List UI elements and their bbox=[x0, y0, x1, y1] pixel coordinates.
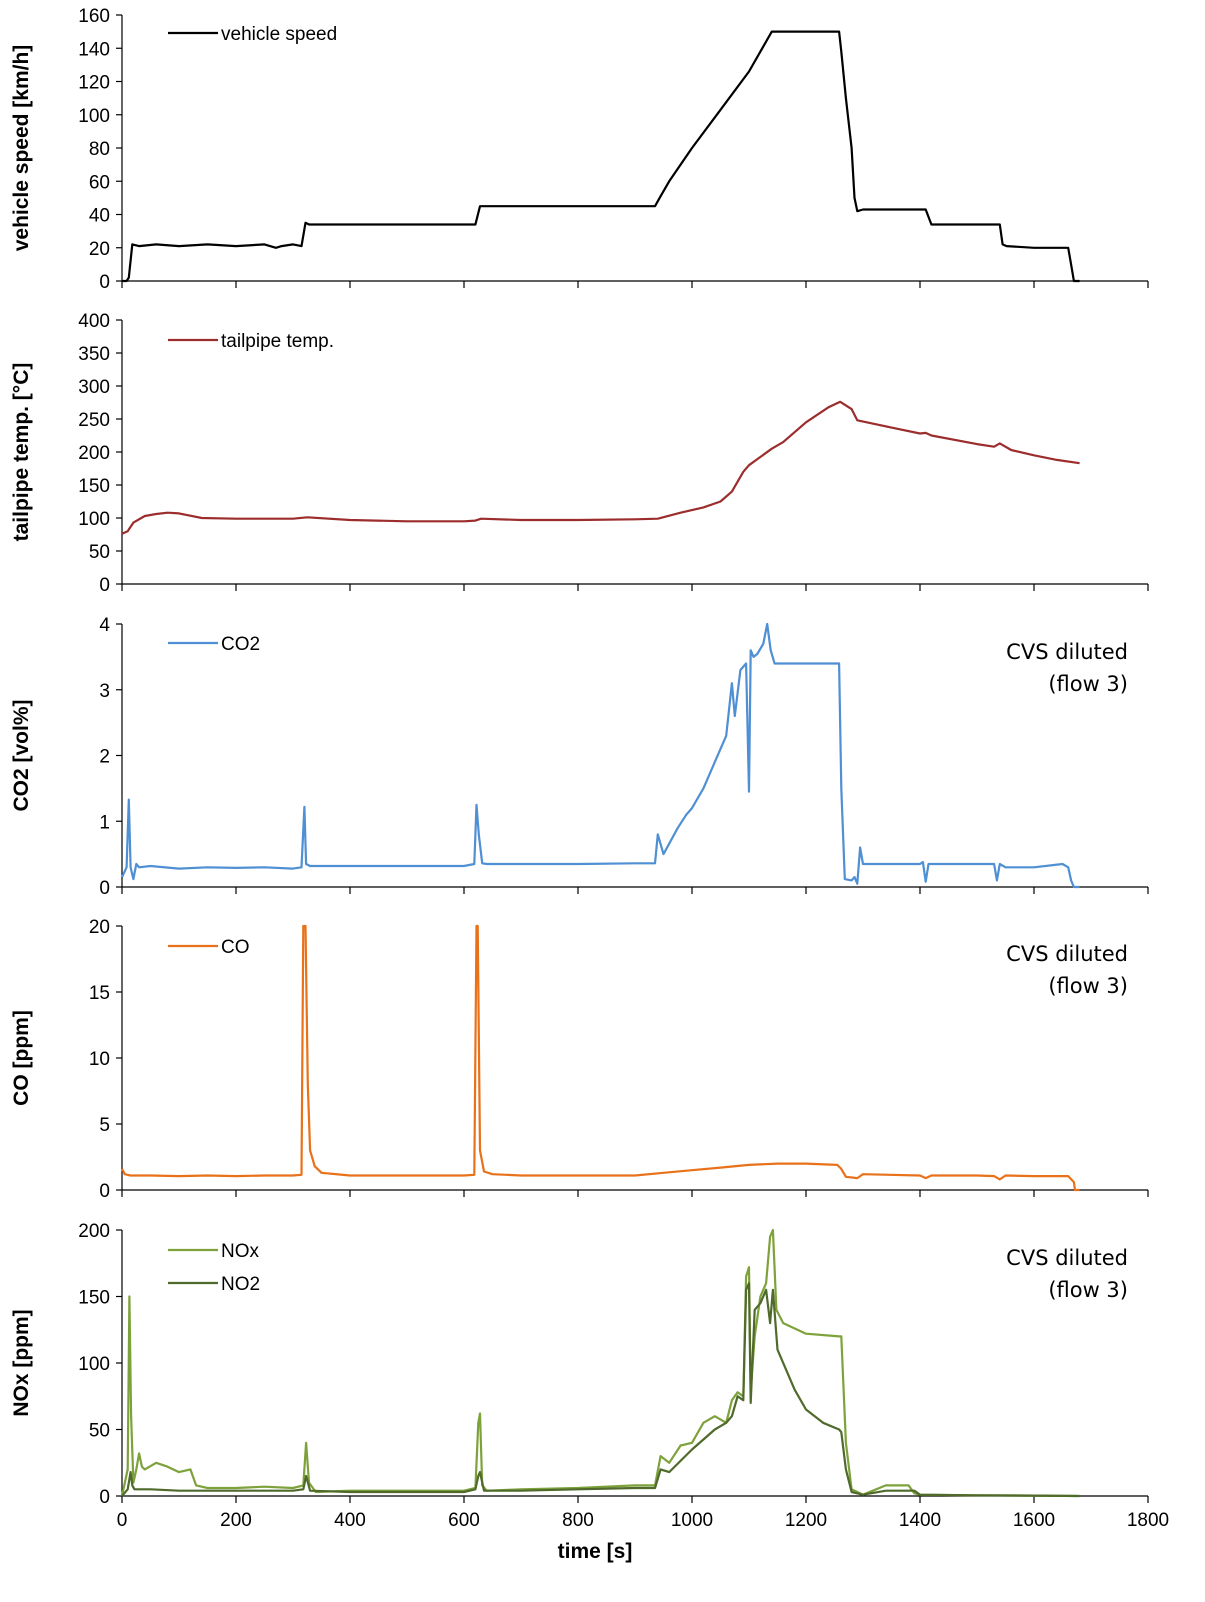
y-tick-label: 200 bbox=[78, 443, 110, 464]
x-tick-label: 0 bbox=[117, 1510, 128, 1531]
y-tick-label: 3 bbox=[99, 681, 110, 702]
x-tick-label: 400 bbox=[334, 1510, 366, 1531]
y-tick-label: 4 bbox=[99, 615, 110, 636]
y-axis-label: vehicle speed [km/h] bbox=[10, 45, 33, 252]
panel-3: 0 1 2 3 4 CO2 [vol%] CO2 CVS diluted (flow 3) bbox=[10, 615, 1149, 899]
x-tick-label: 1800 bbox=[1127, 1510, 1169, 1531]
panel-5: 0 50 100 150 200 0 200 400 600 800 1000 1200 1400 160… bbox=[10, 1221, 1169, 1563]
panel-1: 0 20 40 60 80 100 120 140 160 vehicle speed [km/h… bbox=[10, 6, 1149, 293]
y-tick-label: 400 bbox=[78, 311, 110, 332]
series-line-tailpipe-temp bbox=[121, 400, 1080, 535]
y-axis-label: CO [ppm] bbox=[10, 1010, 33, 1106]
series-line-co bbox=[121, 924, 1080, 1192]
series-line-vehicle-speed bbox=[122, 30, 1080, 283]
y-tick-label: 2 bbox=[99, 747, 110, 768]
x-tick-label: 1200 bbox=[785, 1510, 827, 1531]
y-tick-label: 0 bbox=[99, 575, 110, 596]
y-tick-label: 150 bbox=[78, 1288, 110, 1309]
y-tick-label: 200 bbox=[78, 1221, 110, 1242]
y-tick-label: 5 bbox=[99, 1115, 110, 1136]
y-tick-label: 0 bbox=[99, 1181, 110, 1202]
y-tick-label: 80 bbox=[89, 139, 110, 160]
panel-2: 0 50 100 150 200 250 300 350 400 tailpipe temp. [… bbox=[10, 311, 1149, 596]
x-tick-label: 800 bbox=[562, 1510, 594, 1531]
y-tick-label: 40 bbox=[89, 206, 110, 227]
y-axis-label: tailpipe temp. [°C] bbox=[10, 363, 33, 542]
y-tick-label: 140 bbox=[78, 39, 110, 60]
y-tick-label: 0 bbox=[99, 1487, 110, 1508]
y-tick-label: 1 bbox=[99, 812, 110, 833]
legend-label-no2: NO2 bbox=[221, 1274, 260, 1295]
legend-label-nox: NOx bbox=[221, 1241, 260, 1262]
x-tick-label: 200 bbox=[220, 1510, 252, 1531]
y-tick-label: 120 bbox=[78, 73, 110, 94]
series-line-no2 bbox=[121, 1282, 1080, 1498]
series-line-co2 bbox=[121, 622, 1080, 889]
y-tick-label: 50 bbox=[89, 1421, 110, 1442]
annotation-text: CVS diluted bbox=[1006, 942, 1128, 966]
y-tick-label: 50 bbox=[89, 542, 110, 563]
x-tick-label: 1600 bbox=[1013, 1510, 1055, 1531]
x-tick-label: 1400 bbox=[899, 1510, 941, 1531]
y-tick-label: 10 bbox=[89, 1049, 110, 1070]
y-tick-label: 20 bbox=[89, 239, 110, 260]
y-axis-label: CO2 [vol%] bbox=[10, 699, 33, 811]
y-tick-label: 0 bbox=[99, 878, 110, 899]
annotation-text: CVS diluted bbox=[1006, 640, 1128, 664]
y-tick-label: 100 bbox=[78, 1354, 110, 1375]
y-tick-label: 20 bbox=[89, 917, 110, 938]
legend-label-co2: CO2 bbox=[221, 634, 260, 655]
series-line-nox bbox=[120, 1228, 1080, 1498]
y-tick-label: 250 bbox=[78, 410, 110, 431]
legend-label-co: CO bbox=[221, 937, 250, 958]
legend-label-vehicle-speed: vehicle speed bbox=[221, 24, 337, 45]
y-tick-label: 300 bbox=[78, 377, 110, 398]
y-tick-label: 15 bbox=[89, 983, 110, 1004]
annotation-text: CVS diluted bbox=[1006, 1246, 1128, 1270]
y-tick-label: 150 bbox=[78, 476, 110, 497]
annotation-text: (flow 3) bbox=[1048, 672, 1128, 696]
annotation-text: (flow 3) bbox=[1048, 1278, 1128, 1302]
y-tick-label: 350 bbox=[78, 344, 110, 365]
y-tick-label: 100 bbox=[78, 509, 110, 530]
y-tick-label: 160 bbox=[78, 6, 110, 27]
y-tick-label: 100 bbox=[78, 106, 110, 127]
panel-4: 0 5 10 15 20 CO [ppm] CO CVS diluted (flow 3) bbox=[10, 917, 1149, 1202]
annotation-text: (flow 3) bbox=[1048, 974, 1128, 998]
legend-label-tailpipe-temp: tailpipe temp. bbox=[221, 331, 334, 352]
y-tick-label: 0 bbox=[99, 272, 110, 293]
y-axis-label: NOx [ppm] bbox=[10, 1309, 33, 1416]
x-axis-label: time [s] bbox=[558, 1540, 633, 1563]
y-tick-label: 60 bbox=[89, 172, 110, 193]
x-tick-label: 1000 bbox=[671, 1510, 713, 1531]
x-tick-label: 600 bbox=[448, 1510, 480, 1531]
